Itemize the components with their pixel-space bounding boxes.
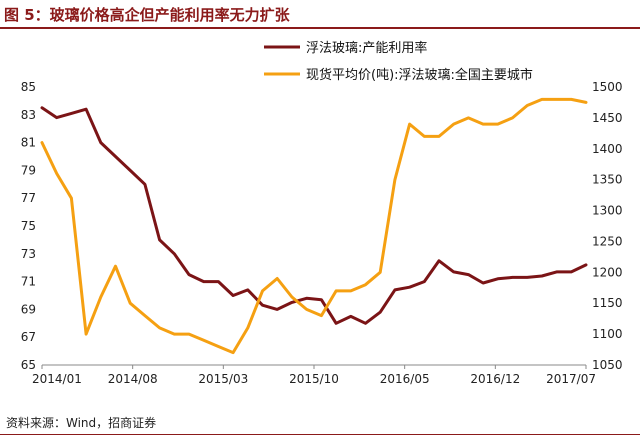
y-right-tick-label: 1500	[592, 80, 623, 94]
bottom-divider	[0, 434, 640, 435]
y-right-tick-label: 1200	[592, 265, 623, 279]
y-right-tick-label: 1250	[592, 234, 623, 248]
y-left-tick-label: 79	[21, 163, 36, 177]
y-left-tick-label: 83	[21, 108, 36, 122]
series-line-capacity-utilization	[40, 106, 588, 325]
y-left-tick-label: 65	[21, 358, 36, 372]
x-tick-label: 2015/10	[289, 372, 339, 386]
y-left-tick-label: 85	[21, 80, 36, 94]
y-left-tick-label: 71	[21, 275, 36, 289]
title-divider	[0, 27, 640, 29]
line-chart: 65 67 69 71 73 75 77 79 81 83 85 1050 1100 1150 1200 12…	[21, 40, 623, 386]
title-bar: 图 5：玻璃价格高企但产能利用率无力扩张	[0, 0, 640, 30]
x-tick-label: 2016/05	[380, 372, 430, 386]
y-left-tick-label: 77	[21, 191, 36, 205]
y-right-tick-label: 1150	[592, 296, 623, 310]
y-right-tick-label: 1450	[592, 111, 623, 125]
x-tick-label: 2016/12	[470, 372, 520, 386]
chart-series	[40, 97, 588, 355]
x-tick-label: 2015/03	[198, 372, 248, 386]
y-left-tick-label: 67	[21, 330, 36, 344]
legend-label-price: 现货平均价(吨):浮法玻璃:全国主要城市	[306, 67, 533, 83]
y-right-tick-label: 1100	[592, 327, 623, 341]
y-left-tick-label: 75	[21, 219, 36, 233]
y-right-tick-label: 1300	[592, 204, 623, 218]
y-right-tick-label: 1050	[592, 358, 623, 372]
x-tick-label: 2017/07	[546, 372, 596, 386]
y-left-tick-label: 73	[21, 247, 36, 261]
source-note: 资料来源：Wind，招商证券	[6, 416, 157, 430]
y-left-tick-label: 69	[21, 302, 36, 316]
figure-title: 图 5：玻璃价格高企但产能利用率无力扩张	[4, 6, 290, 24]
y-left-tick-label: 81	[21, 136, 36, 150]
chart-legend: 浮法玻璃:产能利用率 现货平均价(吨):浮法玻璃:全国主要城市	[264, 40, 533, 83]
y-right-tick-label: 1400	[592, 142, 623, 156]
x-tick-label: 2014/01	[32, 372, 82, 386]
legend-label-capacity: 浮法玻璃:产能利用率	[306, 40, 427, 56]
x-tick-label: 2014/08	[108, 372, 158, 386]
series-line-spot-price	[40, 97, 588, 355]
chart-axes: 65 67 69 71 73 75 77 79 81 83 85 1050 1100 1150 1200 12…	[21, 80, 623, 386]
y-right-tick-label: 1350	[592, 173, 623, 187]
